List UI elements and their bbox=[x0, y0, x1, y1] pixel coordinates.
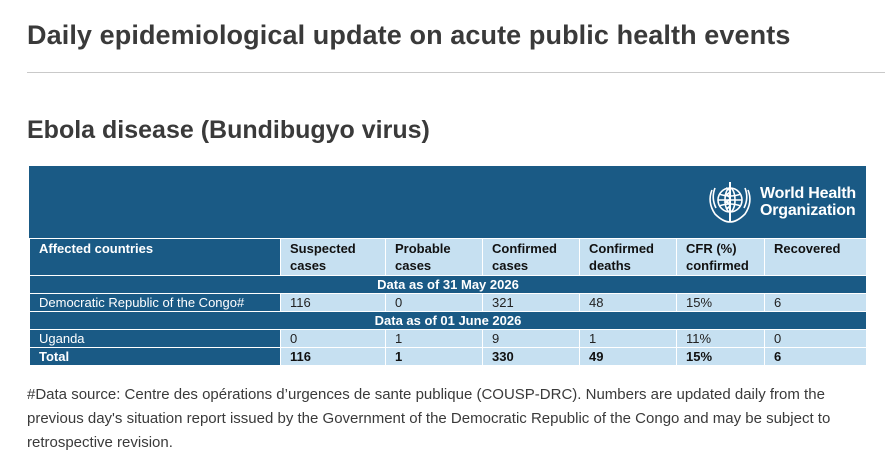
confirmed-cell: 321 bbox=[482, 293, 580, 312]
confirmed-cell: 9 bbox=[482, 329, 580, 348]
deaths-cell: 48 bbox=[579, 293, 677, 312]
col-recovered: Recovered bbox=[764, 238, 867, 276]
section-title: Ebola disease (Bundibugyo virus) bbox=[27, 116, 430, 144]
table-banner: World Health Organization bbox=[29, 166, 866, 238]
col-affected-countries: Affected countries bbox=[29, 238, 281, 276]
total-label-cell: Total bbox=[29, 347, 281, 366]
who-logo-line1: World Health bbox=[760, 185, 856, 202]
table-header-row: Affected countries Suspected cases Probab… bbox=[29, 238, 867, 276]
page-title: Daily epidemiological update on acute pu… bbox=[27, 20, 791, 50]
probable-cell: 1 bbox=[385, 329, 483, 348]
date-band-01-june: Data as of 01 June 2026 bbox=[29, 311, 867, 330]
total-probable-cell: 1 bbox=[385, 347, 483, 366]
date-band-row: Data as of 31 May 2026 bbox=[29, 275, 867, 294]
total-cfr-cell: 15% bbox=[676, 347, 765, 366]
date-band-31-may: Data as of 31 May 2026 bbox=[29, 275, 867, 294]
total-deaths-cell: 49 bbox=[579, 347, 677, 366]
cases-table: Affected countries Suspected cases Probab… bbox=[29, 238, 867, 366]
table-row: Democratic Republic of the Congo# 116 0 … bbox=[29, 293, 867, 312]
total-suspected-cell: 116 bbox=[280, 347, 386, 366]
deaths-cell: 1 bbox=[579, 329, 677, 348]
recovered-cell: 6 bbox=[764, 293, 867, 312]
col-probable-cases: Probable cases bbox=[385, 238, 483, 276]
recovered-cell: 0 bbox=[764, 329, 867, 348]
who-logo-line2: Organization bbox=[760, 202, 856, 219]
data-source-footnote: #Data source: Centre des opérations d’ur… bbox=[27, 386, 831, 451]
cfr-cell: 11% bbox=[676, 329, 765, 348]
col-confirmed-cases: Confirmed cases bbox=[482, 238, 580, 276]
date-band-row: Data as of 01 June 2026 bbox=[29, 311, 867, 330]
table-row: Uganda 0 1 9 1 11% 0 bbox=[29, 329, 867, 348]
total-confirmed-cell: 330 bbox=[482, 347, 580, 366]
total-row: Total 116 1 330 49 15% 6 bbox=[29, 347, 867, 366]
who-emblem-icon bbox=[709, 182, 751, 223]
cfr-cell: 15% bbox=[676, 293, 765, 312]
who-logo-text: World Health Organization bbox=[760, 185, 856, 219]
country-cell: Uganda bbox=[29, 329, 281, 348]
total-recovered-cell: 6 bbox=[764, 347, 867, 366]
country-cell: Democratic Republic of the Congo# bbox=[29, 293, 281, 312]
suspected-cell: 0 bbox=[280, 329, 386, 348]
col-confirmed-deaths: Confirmed deaths bbox=[579, 238, 677, 276]
col-suspected-cases: Suspected cases bbox=[280, 238, 386, 276]
suspected-cell: 116 bbox=[280, 293, 386, 312]
ebola-table-container: World Health Organization Affected count… bbox=[29, 166, 867, 371]
col-cfr-confirmed: CFR (%) confirmed bbox=[676, 238, 765, 276]
header-divider bbox=[27, 72, 885, 73]
probable-cell: 0 bbox=[385, 293, 483, 312]
who-logo: World Health Organization bbox=[703, 178, 856, 226]
